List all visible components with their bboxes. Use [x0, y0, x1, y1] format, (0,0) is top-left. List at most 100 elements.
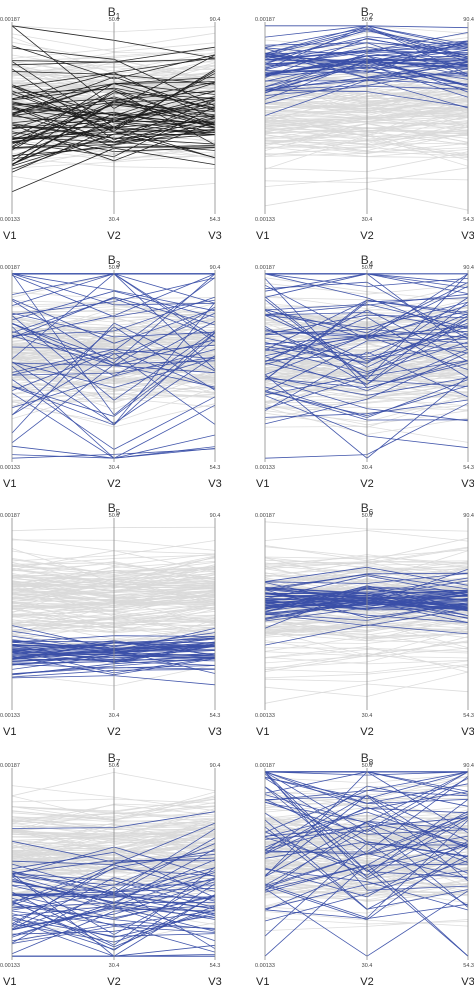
axis-min-label: 30.4: [109, 963, 120, 969]
context-line: [12, 539, 215, 554]
context-line: [265, 168, 468, 183]
axis-max-label: 0.00187: [0, 513, 20, 519]
axis-label-v2: V2: [360, 478, 373, 490]
axis-max-label: 0.00187: [255, 17, 275, 23]
axis-min-label: 30.4: [362, 963, 373, 969]
axis-label-v3: V3: [208, 726, 221, 738]
axis-label-v1: V1: [256, 726, 269, 738]
lines-group: [12, 26, 215, 192]
axis-max-label: 0.00187: [255, 513, 275, 519]
axis-label-v3: V3: [208, 478, 221, 490]
axis-max-label: 90.4: [463, 513, 474, 519]
axis-min-label: 30.4: [109, 713, 120, 719]
lines-group: [265, 522, 468, 704]
axis-min-label: 0.00133: [0, 713, 20, 719]
axis-max-label: 90.4: [210, 17, 221, 23]
axis-max-label: 0.00187: [0, 265, 20, 271]
highlighted-line: [265, 26, 468, 28]
axis-max-label: 50.6: [109, 265, 120, 271]
axis-max-label: 50.6: [362, 513, 373, 519]
highlighted-line: [12, 449, 215, 458]
lines-group: [265, 274, 468, 458]
axis-label-v3: V3: [461, 976, 474, 988]
axis-min-label: 54.3: [210, 963, 221, 969]
axis-max-label: 50.6: [109, 17, 120, 23]
axis-label-v1: V1: [256, 478, 269, 490]
axis-label-v3: V3: [208, 976, 221, 988]
axis-min-label: 54.3: [210, 713, 221, 719]
lines-group: [265, 26, 468, 210]
axis-min-label: 0.00133: [0, 217, 20, 223]
axis-label-v2: V2: [107, 478, 120, 490]
axis-label-v3: V3: [461, 726, 474, 738]
context-line: [12, 786, 215, 811]
axis-min-label: 54.3: [463, 713, 474, 719]
axis-label-v1: V1: [256, 230, 269, 242]
context-line: [12, 274, 215, 298]
axis-max-label: 50.6: [362, 265, 373, 271]
axis-min-label: 30.4: [362, 217, 373, 223]
axis-max-label: 50.6: [109, 513, 120, 519]
highlighted-line: [12, 676, 215, 685]
axis-label-v2: V2: [360, 726, 373, 738]
axis-label-v1: V1: [3, 230, 16, 242]
context-line: [265, 395, 468, 427]
highlighted-line: [12, 924, 215, 952]
axis-min-label: 54.3: [210, 465, 221, 471]
axis-min-label: 54.3: [463, 217, 474, 223]
highlighted-line: [265, 403, 468, 458]
axis-min-label: 0.00133: [255, 963, 275, 969]
context-line: [265, 531, 468, 542]
context-line: [265, 407, 468, 434]
highlighted-line: [12, 447, 215, 459]
axis-min-label: 0.00133: [255, 217, 275, 223]
highlighted-line: [265, 904, 468, 918]
lines-group: [265, 772, 468, 956]
axis-label-v3: V3: [461, 478, 474, 490]
axis-max-label: 0.00187: [0, 763, 20, 769]
axis-label-v2: V2: [107, 976, 120, 988]
context-line: [265, 189, 468, 211]
context-line: [12, 26, 215, 32]
axis-min-label: 54.3: [210, 217, 221, 223]
axis-max-label: 90.4: [210, 265, 221, 271]
axis-min-label: 0.00133: [0, 465, 20, 471]
axis-max-label: 90.4: [210, 513, 221, 519]
lines-group: [12, 772, 215, 956]
context-line: [265, 684, 468, 703]
axis-max-label: 90.4: [463, 265, 474, 271]
axis-label-v1: V1: [3, 478, 16, 490]
axis-max-label: 0.00187: [255, 763, 275, 769]
axis-min-label: 30.4: [362, 713, 373, 719]
axis-min-label: 54.3: [463, 465, 474, 471]
context-line: [265, 547, 468, 557]
context-line: [12, 527, 215, 530]
axis-min-label: 0.00133: [255, 465, 275, 471]
axis-label-v2: V2: [107, 230, 120, 242]
axis-label-v2: V2: [360, 976, 373, 988]
axis-min-label: 30.4: [109, 465, 120, 471]
context-line: [265, 522, 468, 531]
lines-group: [12, 274, 215, 458]
axis-max-label: 0.00187: [0, 17, 20, 23]
axis-label-v2: V2: [360, 230, 373, 242]
axis-min-label: 30.4: [362, 465, 373, 471]
axis-max-label: 90.4: [463, 763, 474, 769]
axis-max-label: 50.6: [109, 763, 120, 769]
axis-max-label: 0.00187: [255, 265, 275, 271]
lines-group: [12, 527, 215, 686]
axis-label-v1: V1: [256, 976, 269, 988]
axis-min-label: 54.3: [463, 963, 474, 969]
axis-min-label: 30.4: [109, 217, 120, 223]
axis-label-v1: V1: [3, 976, 16, 988]
axis-max-label: 90.4: [210, 763, 221, 769]
